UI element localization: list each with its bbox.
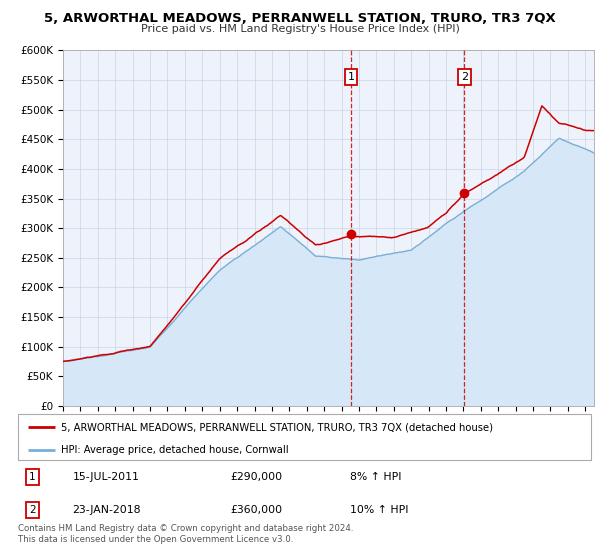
Text: 5, ARWORTHAL MEADOWS, PERRANWELL STATION, TRURO, TR3 7QX (detached house): 5, ARWORTHAL MEADOWS, PERRANWELL STATION… — [61, 422, 493, 432]
Text: Contains HM Land Registry data © Crown copyright and database right 2024.: Contains HM Land Registry data © Crown c… — [18, 524, 353, 533]
Text: 1: 1 — [347, 72, 355, 82]
Text: 8% ↑ HPI: 8% ↑ HPI — [350, 472, 402, 482]
Text: £290,000: £290,000 — [230, 472, 282, 482]
Text: 10% ↑ HPI: 10% ↑ HPI — [350, 505, 409, 515]
Text: 23-JAN-2018: 23-JAN-2018 — [73, 505, 141, 515]
Text: Price paid vs. HM Land Registry's House Price Index (HPI): Price paid vs. HM Land Registry's House … — [140, 24, 460, 34]
Text: 1: 1 — [29, 472, 35, 482]
Text: 2: 2 — [29, 505, 35, 515]
Text: £360,000: £360,000 — [230, 505, 282, 515]
Text: 2: 2 — [461, 72, 468, 82]
Text: This data is licensed under the Open Government Licence v3.0.: This data is licensed under the Open Gov… — [18, 535, 293, 544]
Text: HPI: Average price, detached house, Cornwall: HPI: Average price, detached house, Corn… — [61, 445, 289, 455]
Text: 15-JUL-2011: 15-JUL-2011 — [73, 472, 139, 482]
Text: 5, ARWORTHAL MEADOWS, PERRANWELL STATION, TRURO, TR3 7QX: 5, ARWORTHAL MEADOWS, PERRANWELL STATION… — [44, 12, 556, 25]
